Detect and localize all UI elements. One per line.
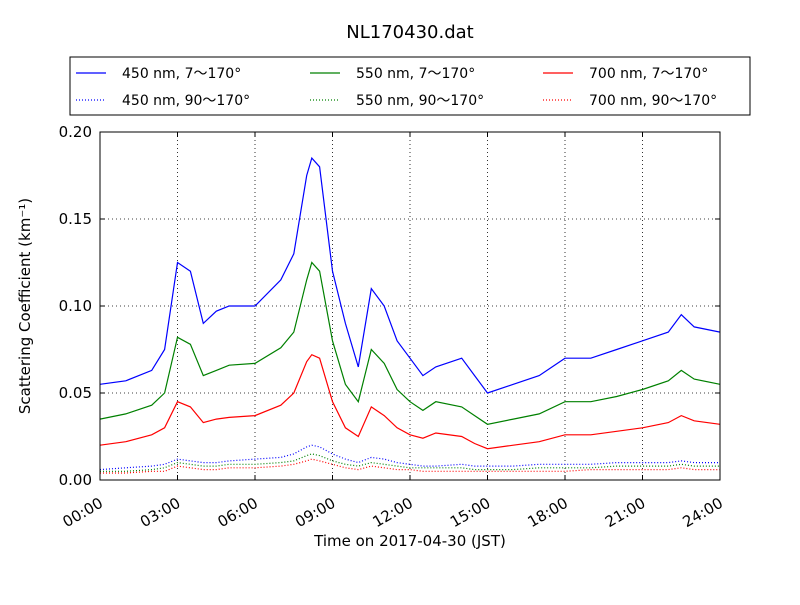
legend-label-5: 700 nm, 90～170° — [589, 93, 717, 109]
y-tick-label: 0.20 — [59, 123, 92, 141]
series-line-3 — [100, 453, 720, 472]
y-tick-label: 0.00 — [59, 471, 92, 489]
series-line-2 — [99, 261, 721, 425]
legend-label-4: 700 nm, 7～170° — [589, 66, 708, 82]
y-tick-label: 0.05 — [59, 384, 92, 402]
x-axis-label: Time on 2017-04-30 (JST) — [313, 532, 506, 550]
y-tick-label: 0.10 — [59, 297, 92, 315]
legend-label-0: 450 nm, 7～170° — [122, 66, 241, 82]
grid — [100, 132, 720, 480]
legend-box — [69, 56, 751, 116]
legend-label-3: 550 nm, 90～170° — [356, 93, 484, 109]
y-axis-label: Scattering Coefficient (km⁻¹) — [16, 198, 34, 414]
chart-title: NL170430.dat — [346, 22, 473, 43]
series-line-1 — [99, 444, 720, 471]
legend: 450 nm, 7～170° 550 nm, 7～170° 700 nm, 7～17… — [69, 56, 751, 116]
series-layer — [99, 156, 721, 474]
y-tick-label: 0.15 — [59, 210, 92, 228]
series-line-5 — [100, 458, 720, 474]
legend-label-2: 550 nm, 7～170° — [356, 66, 475, 82]
legend-label-1: 450 nm, 90～170° — [122, 93, 250, 109]
series-line-0 — [99, 156, 721, 394]
series-line-4 — [99, 353, 721, 450]
